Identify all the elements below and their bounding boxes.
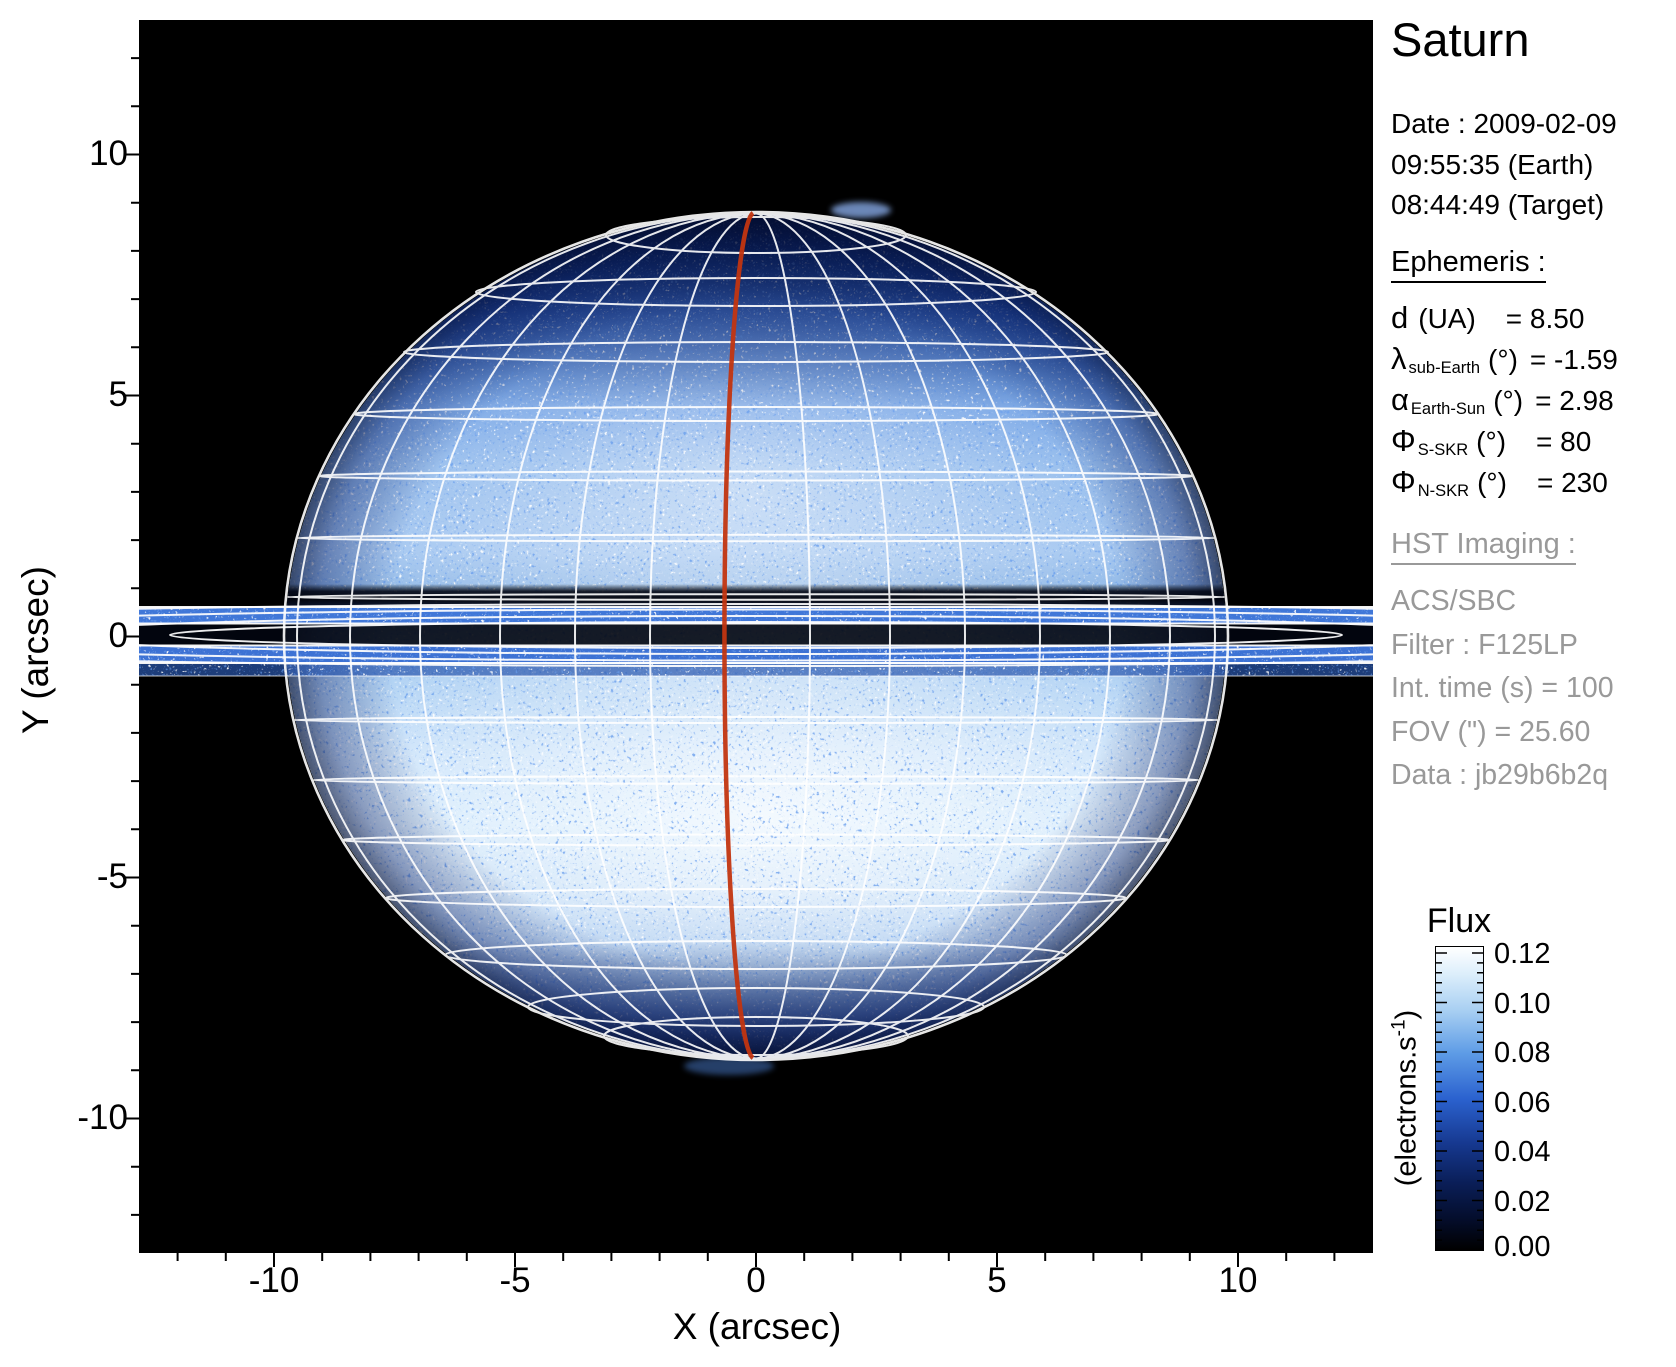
south-polar-glow [684,1057,774,1075]
colorbar-tick-004: 0.04 [1494,1136,1551,1168]
hst-int-time: Int. time (s) = 100 [1391,672,1614,704]
hst-instrument: ACS/SBC [1391,585,1517,617]
north-aurora-wisp [831,202,891,218]
y-tick-10: 10 [89,134,128,173]
colorbar-gradient [1435,946,1484,1251]
x-tick--10: -10 [248,1261,300,1300]
ephemeris-row-d: d (UA) = 8.50 [1391,300,1585,335]
ring-ellipse-mid [139,615,1373,655]
ring-ellipse-outermost [139,603,1373,667]
hst-imaging-heading: HST Imaging : [1391,528,1576,565]
ephemeris-row-phi-s: Φ S-SKR (°) = 80 [1391,423,1592,459]
y-axis-title: Y (arcsec) [15,566,56,734]
hst-fov: FOV (") = 25.60 [1391,715,1591,748]
ring-ellipse-outer [139,608,1373,662]
ephemeris-row-alpha: α Earth-Sun (°) = 2.98 [1391,382,1614,418]
colorbar-tick-000: 0.00 [1494,1231,1551,1263]
y-tick--10: -10 [77,1098,128,1137]
hst-imaging-block: ACS/SBC Filter : F125LP Int. time (s) = … [1391,580,1614,798]
observation-time-earth: 09:55:35 (Earth) [1391,148,1594,180]
ephemeris-row-phi-n: Φ N-SKR (°) = 230 [1391,464,1608,500]
ring-system [139,603,1373,677]
observation-time-target: 08:44:49 (Target) [1391,189,1605,220]
x-tick--5: -5 [499,1261,531,1300]
ring-band-edges [139,606,1373,664]
observation-date: Date : 2009-02-09 [1391,108,1617,139]
ephemeris-table: d (UA) = 8.50 λ sub-Earth (°) = -1.59 α Ea… [1391,300,1618,505]
plot-area [139,20,1373,1253]
x-axis-title: X (arcsec) [672,1306,842,1347]
latlon-wireframe [282,210,1230,1062]
observation-block: Date : 2009-02-09 09:55:35 (Earth) 08:44… [1391,104,1617,226]
y-tick-5: 5 [108,375,128,414]
x-tick-0: 0 [746,1261,766,1300]
ephemeris-heading: Ephemeris : [1391,246,1546,283]
y-tick--5: -5 [96,857,128,896]
saturn-image [139,20,1373,1253]
ephemeris-row-lambda: λ sub-Earth (°) = -1.59 [1391,341,1618,377]
colorbar-title: Flux [1426,902,1492,940]
hst-filter: Filter : F125LP [1391,628,1578,661]
colorbar-unit-label: (electrons.s-1) [1388,1009,1423,1187]
x-tick-10: 10 [1218,1261,1258,1300]
colorbar-tick-006: 0.06 [1494,1086,1551,1119]
ring-gap [139,624,1373,646]
ring-ellipse-inner [169,621,1343,649]
x-tick-5: 5 [987,1261,1007,1300]
colorbar-tick-012: 0.12 [1494,938,1551,970]
colorbar-tick-002: 0.02 [1494,1185,1551,1218]
ring-shadow-band [286,584,1226,607]
red-meridian-line [722,211,755,1060]
colorbar-tick-008: 0.08 [1494,1037,1551,1069]
y-tick-0: 0 [108,616,128,655]
colorbar-tick-010: 0.10 [1494,987,1551,1020]
page-title: Saturn [1391,13,1530,66]
planet-limb [282,210,1230,1062]
hst-data-id: Data : jb29b6b2q [1391,759,1609,791]
